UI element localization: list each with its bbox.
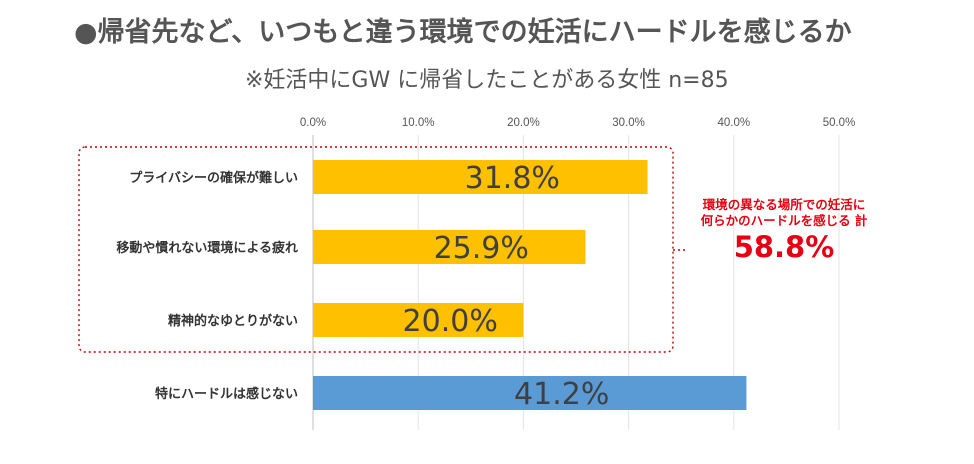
bars [313, 160, 747, 410]
callout-total: 58.8% [733, 230, 835, 264]
x-tick-label: 10.0% [402, 117, 435, 129]
callout-box: 環境の異なる場所での妊活に 何らかのハードルを感じる 計 58.8% [676, 197, 892, 265]
data-label: 41.2% [514, 377, 609, 412]
category-label: 移動や慣れない環境による疲れ [116, 240, 298, 256]
x-tick-label: 0.0% [300, 117, 326, 129]
callout-line-2: 何らかのハードルを感じる 計 [700, 213, 868, 228]
category-label: 精神的なゆとりがない [168, 313, 298, 329]
chart-subtitle: ※妊活中にGW に帰省したことがある女性 n=85 [245, 68, 729, 93]
category-label: プライバシーの確保が難しい [129, 170, 298, 186]
data-label: 31.8% [465, 161, 560, 196]
bar [313, 303, 524, 337]
callout-line-1: 環境の異なる場所での妊活に [702, 197, 866, 212]
value-labels: 31.8% 25.9% 20.0% 41.2% [403, 161, 610, 412]
chart-title: ●帰省先など、いつもと違う環境での妊活にハードルを感じるか [74, 17, 852, 48]
bar [313, 376, 747, 410]
data-label: 25.9% [434, 231, 529, 266]
category-labels: プライバシーの確保が難しい移動や慣れない環境による疲れ精神的なゆとりがない特にハ… [116, 170, 298, 402]
x-tick-label: 50.0% [823, 117, 856, 129]
x-tick-labels: 0.0% 10.0% 20.0% 30.0% 40.0% 50.0% [300, 117, 855, 129]
bar [313, 160, 648, 194]
x-tick-label: 20.0% [507, 117, 540, 129]
bar [313, 230, 586, 264]
data-label: 20.0% [403, 304, 498, 339]
x-tick-label: 30.0% [612, 117, 645, 129]
group-highlight-box [78, 146, 674, 353]
category-label: 特にハードルは感じない [155, 386, 298, 402]
x-tick-label: 40.0% [717, 117, 750, 129]
